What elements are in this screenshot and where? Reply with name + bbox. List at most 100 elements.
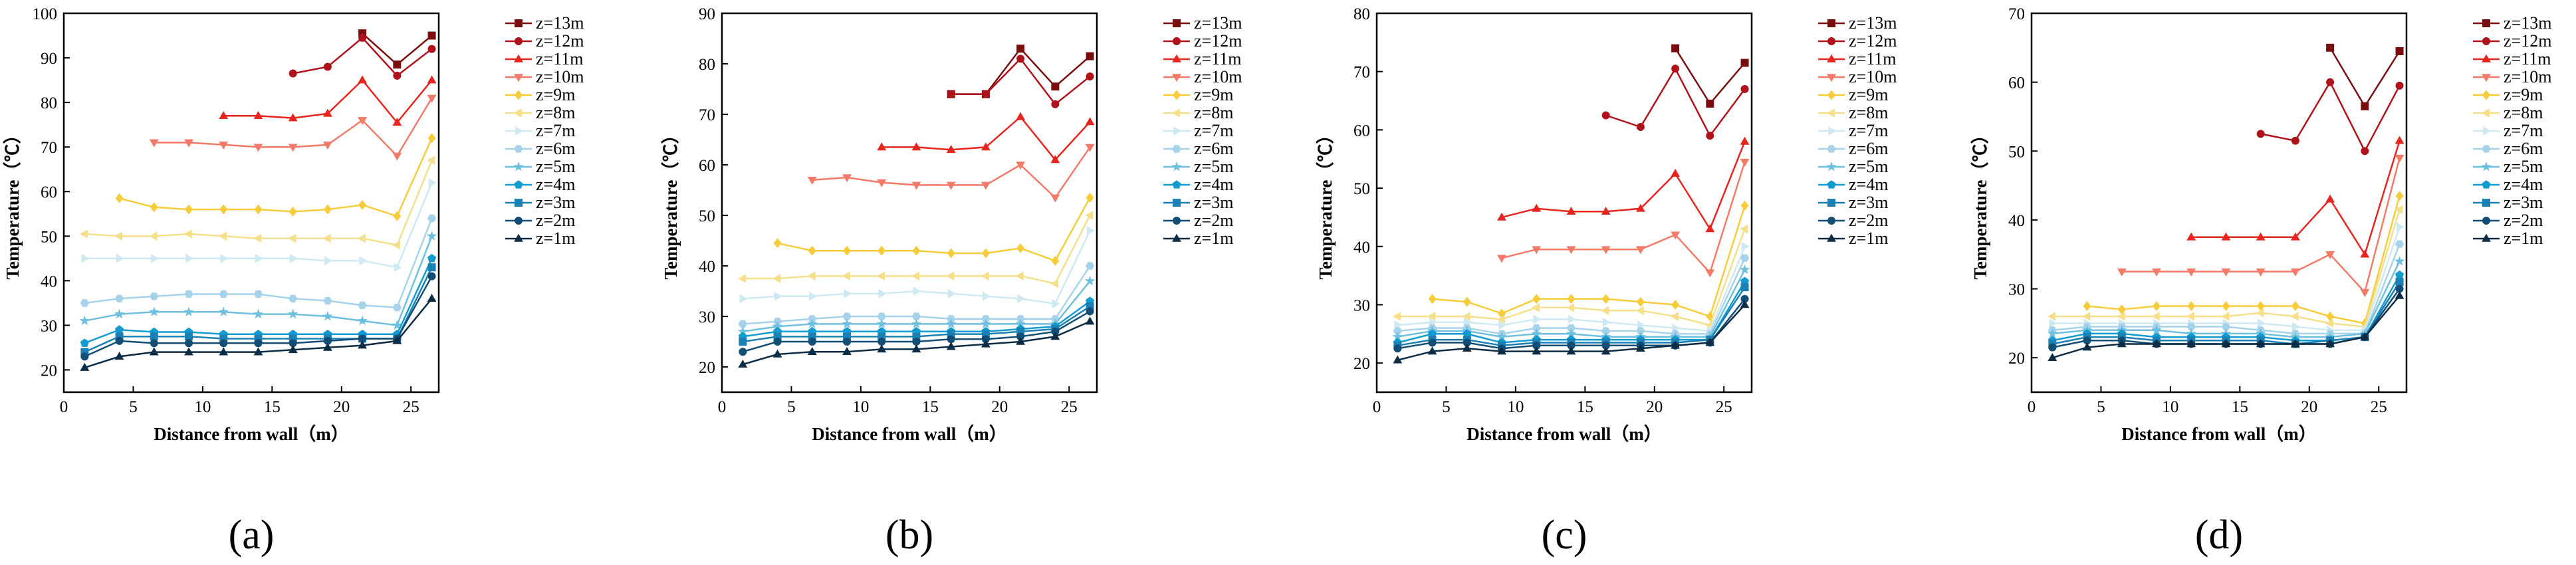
series-line bbox=[1675, 47, 1746, 106]
data-point bbox=[114, 352, 124, 360]
data-point bbox=[2360, 249, 2370, 258]
data-point bbox=[1016, 45, 1025, 53]
data-point bbox=[2360, 332, 2370, 340]
legend-marker bbox=[1827, 19, 1835, 27]
data-point bbox=[288, 233, 296, 243]
series-z=2m bbox=[739, 307, 1094, 356]
x-axis-label: Distance from wall（m） bbox=[2121, 424, 2316, 444]
data-point bbox=[150, 253, 159, 263]
legend-label: z=3m bbox=[2504, 193, 2543, 212]
data-point bbox=[427, 45, 436, 53]
data-point bbox=[322, 233, 331, 243]
legend-label: z=7m bbox=[1194, 121, 1233, 140]
data-point bbox=[427, 156, 435, 166]
data-point bbox=[1635, 344, 1645, 352]
series-line bbox=[1501, 141, 1746, 231]
data-point bbox=[184, 347, 193, 356]
data-point bbox=[253, 290, 263, 298]
data-point bbox=[947, 335, 955, 344]
data-point bbox=[1601, 306, 1609, 316]
data-point bbox=[322, 142, 332, 150]
data-point bbox=[1050, 279, 1059, 288]
series-z=12m bbox=[289, 33, 436, 80]
data-point bbox=[1602, 317, 1611, 327]
y-axis-label: Temperature（℃） bbox=[1970, 126, 1990, 280]
data-point bbox=[253, 347, 263, 356]
data-point bbox=[1496, 331, 1507, 342]
series-z=8m bbox=[738, 211, 1094, 288]
legend-label: z=13m bbox=[2504, 13, 2551, 33]
data-point bbox=[1532, 246, 1542, 255]
data-point bbox=[1740, 58, 1749, 67]
legend-label: z=3m bbox=[1194, 193, 1233, 212]
data-point bbox=[323, 296, 332, 305]
data-point bbox=[738, 274, 747, 283]
data-point bbox=[2221, 339, 2231, 348]
data-point bbox=[393, 60, 402, 69]
data-point bbox=[2326, 311, 2335, 322]
series-line bbox=[2260, 80, 2400, 154]
legend-label: z=13m bbox=[536, 13, 584, 33]
y-axis-label: Temperature（℃） bbox=[1316, 126, 1336, 280]
data-point bbox=[1566, 246, 1576, 255]
data-point bbox=[911, 142, 921, 151]
data-point bbox=[2221, 232, 2231, 241]
data-point bbox=[807, 271, 816, 281]
data-point bbox=[288, 144, 298, 152]
data-point bbox=[289, 69, 297, 78]
y-axis-label: Temperature（℃） bbox=[661, 126, 681, 280]
data-point bbox=[358, 334, 367, 343]
legend-marker bbox=[515, 217, 523, 225]
x-tick-label: 20 bbox=[991, 398, 1008, 416]
data-point bbox=[1566, 346, 1576, 355]
x-tick-label: 15 bbox=[1577, 398, 1593, 416]
data-point bbox=[1016, 336, 1026, 345]
data-point bbox=[2325, 318, 2333, 328]
data-point bbox=[2395, 81, 2404, 90]
data-point bbox=[1635, 246, 1645, 255]
data-point bbox=[946, 145, 956, 153]
data-point bbox=[878, 245, 886, 256]
data-point bbox=[1705, 224, 1715, 233]
data-point bbox=[1740, 283, 1749, 292]
legend-label: z=6m bbox=[1194, 139, 1233, 158]
panel-label: (c) bbox=[1542, 512, 1587, 558]
data-point bbox=[877, 179, 887, 187]
data-point bbox=[2187, 300, 2196, 311]
data-point bbox=[1085, 211, 1094, 220]
series-z=9m bbox=[1428, 200, 1749, 322]
data-point bbox=[287, 308, 298, 319]
data-point bbox=[1671, 44, 1680, 53]
legend-marker bbox=[1173, 126, 1182, 136]
legend-marker bbox=[2481, 161, 2492, 171]
legend-marker bbox=[2482, 217, 2490, 225]
data-point bbox=[2395, 47, 2404, 55]
legend-label: z=5m bbox=[1849, 157, 1888, 176]
series-line bbox=[1605, 66, 1746, 138]
y-tick-label: 90 bbox=[41, 50, 57, 68]
data-point bbox=[946, 271, 955, 281]
data-point bbox=[219, 290, 228, 298]
data-point bbox=[1635, 306, 1644, 316]
series-z=9m bbox=[773, 192, 1094, 266]
legend-marker bbox=[513, 108, 522, 118]
data-point bbox=[842, 318, 852, 328]
data-point bbox=[2186, 339, 2196, 348]
legend-label: z=8m bbox=[1194, 103, 1233, 122]
data-point bbox=[358, 340, 368, 349]
data-point bbox=[1531, 328, 1542, 338]
data-point bbox=[808, 245, 816, 256]
data-point bbox=[2325, 339, 2335, 348]
data-point bbox=[843, 245, 851, 256]
series-z=8m bbox=[2048, 205, 2403, 332]
data-point bbox=[843, 338, 851, 346]
data-point bbox=[1463, 329, 1472, 338]
y-tick-label: 50 bbox=[41, 228, 57, 246]
legend-marker bbox=[515, 19, 523, 27]
data-point bbox=[1566, 328, 1577, 338]
y-tick-label: 30 bbox=[699, 308, 715, 326]
legend-marker bbox=[515, 126, 524, 136]
data-point bbox=[2151, 312, 2160, 321]
series-z=10m bbox=[2117, 154, 2404, 297]
y-tick-label: 50 bbox=[699, 207, 715, 225]
